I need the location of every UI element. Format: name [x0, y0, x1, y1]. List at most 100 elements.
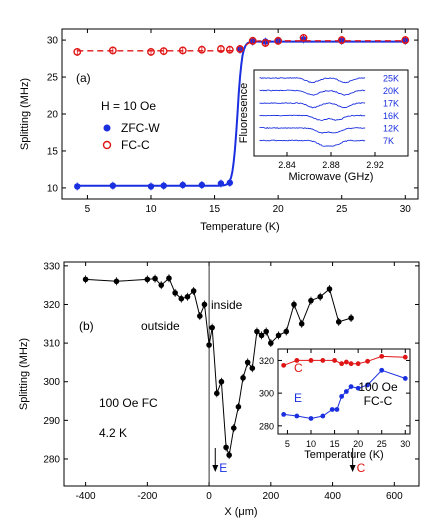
panel-a-inset-traces: 25K 20K 17K 16K 12K 7K	[259, 74, 399, 147]
inset-series-C-point	[365, 358, 370, 364]
panel-a-axes: 5 10 15 20 25 30 10 15 20 25 30	[47, 29, 418, 215]
panel-a-legend: ZFC-W FC-C	[102, 121, 160, 152]
inset-series-C-point	[294, 358, 300, 363]
panel-b-inset-x-tick-label: 30	[400, 439, 410, 449]
fluorescence-trace-20K	[259, 89, 366, 96]
panel-a-field-label: H = 10 Oe	[101, 99, 156, 113]
panel-b-y-tick-label: 290	[43, 416, 60, 427]
panel-b-label: (b)	[79, 319, 94, 333]
inset-series-E-point	[355, 385, 361, 391]
panel-b-x-tick-label: -400	[76, 491, 96, 502]
panel-b-frame	[63, 261, 420, 487]
panel-b-inset-y-tick-label: 320	[259, 356, 274, 366]
inset-series-E-point	[294, 413, 300, 419]
trace-label-16K: 16K	[383, 111, 399, 121]
inset-label-line2: FC-C	[364, 394, 393, 408]
profile-point	[113, 278, 120, 285]
fcc-point	[197, 45, 206, 54]
profile-point	[235, 404, 242, 410]
profile-point	[254, 328, 260, 335]
inset-a-x-tick-label: 2.92	[366, 160, 384, 170]
inset-series-C-point	[281, 362, 287, 368]
fcc-point	[274, 36, 283, 45]
trace-label-12K: 12K	[383, 124, 399, 134]
panel-b-inset-x-title: Temperature (K)	[304, 449, 383, 461]
panel-a-y-tick-label: 10	[47, 183, 59, 194]
panel-a-x-tick-label: 25	[336, 204, 348, 215]
profile-point	[249, 365, 256, 372]
profile-point	[82, 276, 89, 283]
zfcw-point	[179, 181, 186, 189]
panel-a-inset-x-title: Microwave (GHz)	[289, 171, 374, 183]
legend-label-fcc: FC-C	[121, 138, 150, 152]
panel-b-inset-x-tick-label: 20	[353, 439, 363, 449]
panel-b-axes: -400 -200 0 200 400 600 280 290 300 310 320 330	[43, 261, 419, 502]
panel-b-y-tick-label: 280	[43, 454, 60, 465]
profile-point	[317, 293, 324, 300]
trace-label-7K: 7K	[383, 136, 394, 146]
inside-label: inside	[211, 298, 243, 312]
fcc-point	[178, 46, 187, 55]
profile-point	[152, 275, 158, 282]
inset-series-E-point	[379, 367, 385, 373]
panel-b: -400 -200 0 200 400 600 280 290 300 310 320 330 (b)…	[18, 261, 420, 518]
inset-a-x-tick-label: 2.84	[278, 160, 296, 170]
fluorescence-trace-12K	[259, 127, 366, 134]
profile-point	[348, 315, 354, 321]
inset-series-E-point	[329, 407, 335, 412]
fluorescence-trace-16K	[259, 114, 366, 121]
inset-series-E-point	[348, 384, 354, 389]
profile-point	[263, 328, 269, 335]
profile-point	[209, 324, 215, 331]
fcc-point	[225, 45, 234, 54]
inset-series-E-point	[320, 413, 326, 419]
panel-b-inset-y-tick-label: 300	[259, 389, 274, 399]
panel-b-x-axis-title: X (μm)	[224, 506, 257, 518]
profile-point	[275, 332, 282, 339]
inset-series-C-point	[402, 354, 408, 360]
zfcw-point	[74, 183, 81, 190]
panel-b-y-tick-label: 310	[43, 339, 60, 350]
fcc-point	[159, 47, 168, 56]
panel-a-x-tick-label: 15	[209, 204, 221, 215]
panel-b-inset-x-tick-label: 10	[306, 439, 316, 449]
profile-point	[268, 340, 274, 346]
profile-point	[240, 375, 246, 381]
profile-point	[244, 359, 251, 366]
legend-label-zfcw: ZFC-W	[121, 121, 160, 135]
panel-b-inset-x-tick-label: 25	[377, 439, 387, 449]
marker-c-label: C	[357, 461, 366, 475]
fcc-point	[299, 33, 308, 42]
fcc-point	[401, 36, 410, 44]
zfcw-point	[109, 182, 117, 189]
marker-e-arrowhead	[212, 465, 219, 472]
profile-point	[298, 320, 305, 327]
profile-point	[144, 276, 151, 283]
profile-point	[283, 328, 290, 335]
panel-a-inset: 25K 20K 17K 16K 12K 7K 2.84 2.88 2.92 Microwave…	[238, 69, 409, 183]
zfcw-point	[198, 181, 206, 189]
inset-series-C-point	[355, 361, 361, 367]
panel-b-x-tick-label: -200	[137, 491, 157, 502]
panel-b-inset-axes: 5 10 15 20 25 30 280 300 320	[259, 349, 410, 449]
profile-point	[172, 290, 178, 296]
panel-b-inset: 5 10 15 20 25 30 280 300 320 C E 100 Oe FC-C Tem…	[259, 348, 411, 461]
inset-label-line1: 100 Oe	[358, 380, 398, 394]
inset-series-e-label: E	[294, 391, 302, 405]
panel-a-points	[73, 33, 410, 191]
inset-series-C-point	[343, 359, 349, 365]
profile-point	[197, 313, 203, 319]
panel-a-x-tick-label: 30	[400, 204, 412, 215]
panel-b-inset-series	[281, 353, 408, 421]
zfcw-point	[217, 180, 225, 187]
inset-series-E-point	[402, 376, 408, 381]
panel-b-inset-y-tick-label: 280	[259, 421, 274, 431]
panel-a-y-tick-label: 15	[47, 146, 59, 157]
outside-label: outside	[141, 319, 180, 333]
panel-b-y-tick-label: 300	[43, 377, 60, 388]
inset-series-c-label: C	[294, 361, 303, 375]
panel-b-x-tick-label: 0	[206, 491, 212, 502]
inset-series-C-point	[332, 358, 337, 363]
panel-b-inset-x-tick-label: 15	[330, 439, 340, 449]
fcc-point	[261, 39, 270, 47]
